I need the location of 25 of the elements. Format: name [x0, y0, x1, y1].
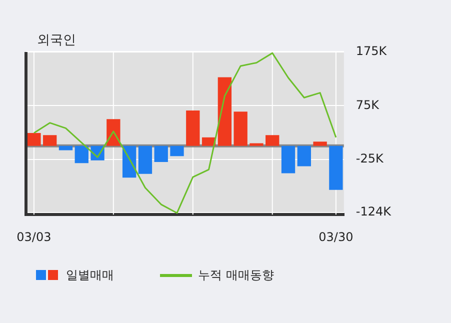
bar [329, 146, 343, 190]
bar [27, 133, 41, 146]
legend-label: 일별매매 [66, 267, 114, 284]
bar [138, 146, 152, 174]
bar [234, 112, 248, 146]
bar [250, 143, 264, 146]
bar [297, 146, 311, 166]
x-tick-label: 03/30 [318, 230, 354, 244]
bar [170, 146, 184, 156]
y-tick-label: 75K [356, 98, 380, 112]
bar [266, 135, 280, 146]
bar [186, 110, 200, 146]
y-tick-label: -124K [356, 204, 392, 219]
bar [281, 146, 296, 174]
bar [218, 77, 232, 146]
chart-title: 외국인 [37, 32, 76, 49]
legend-label: 누적 매매동향 [198, 267, 274, 284]
bar [74, 146, 88, 164]
y-tick-label: 175K [356, 44, 388, 58]
bar [43, 135, 57, 146]
bar [313, 142, 327, 146]
x-tick-label: 03/03 [16, 230, 52, 244]
bar [58, 146, 73, 150]
bar [154, 146, 168, 162]
y-tick-label: -25K [356, 151, 384, 166]
